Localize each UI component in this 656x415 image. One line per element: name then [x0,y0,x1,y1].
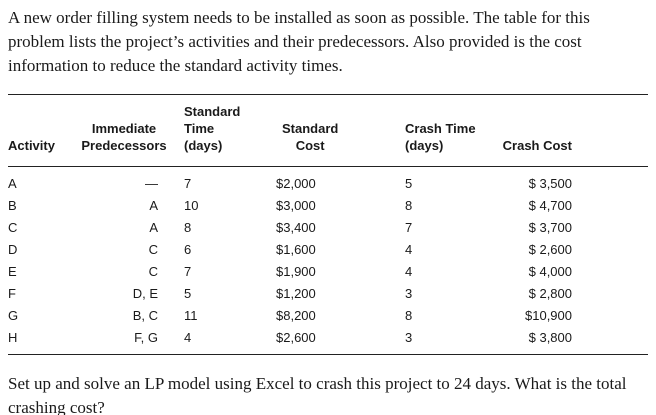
cell-crash-time: 7 [405,220,413,235]
cell-standard-time: 11 [184,308,198,323]
cell-standard-cost: $8,200 [276,308,316,323]
cell-crash-cost: $ 2,800 [528,286,572,301]
cell-crash-time: 5 [405,176,413,191]
cell-crash-cost: $ 2,600 [528,242,572,257]
table-row: F D, E 5 $1,200 3 $ 2,800 [8,283,648,305]
col-header-activity-label: Activity [8,138,55,153]
table-header-row: Activity Immediate Predecessors Standard… [8,95,648,167]
cell-activity: A [8,176,17,191]
cell-crash-cost: $ 3,800 [528,330,572,345]
cell-predecessors: — [145,176,158,191]
cell-activity: F [8,286,16,301]
table-row: C A 8 $3,400 7 $ 3,700 [8,217,648,239]
cell-crash-time: 4 [405,264,413,279]
col-header-crash-time-line1: Crash Time [405,121,476,136]
cell-activity: E [8,264,17,279]
table-row: B A 10 $3,000 8 $ 4,700 [8,195,648,217]
cell-standard-time: 6 [184,242,192,257]
activity-table: Activity Immediate Predecessors Standard… [8,94,648,355]
cell-crash-cost: $ 3,500 [528,176,572,191]
cell-activity: H [8,330,18,345]
cell-activity: B [8,198,17,213]
col-header-predecessors-line2: Predecessors [81,138,167,153]
table-row: E C 7 $1,900 4 $ 4,000 [8,261,648,283]
cell-standard-time: 7 [184,176,192,191]
col-header-standard-time: Standard Time (days) [168,103,268,154]
col-header-standard-cost-group: Standard Cost [282,120,338,154]
col-header-activity: Activity [8,137,80,154]
cell-predecessors: C [148,242,158,257]
cell-standard-cost: $1,200 [276,286,316,301]
cell-standard-time: 7 [184,264,192,279]
cell-standard-cost: $1,900 [276,264,316,279]
cell-standard-cost: $1,600 [276,242,316,257]
cell-crash-time: 4 [405,242,413,257]
col-header-standard-time-line1: Standard Time [184,104,241,136]
cell-predecessors: B, C [132,308,158,323]
cell-standard-cost: $3,400 [276,220,316,235]
cell-standard-cost: $2,000 [276,176,316,191]
col-header-crash-cost: Crash Cost [498,137,584,154]
cell-predecessors: C [148,264,158,279]
cell-predecessors: F, G [134,330,158,345]
col-header-predecessors-line1: Immediate [91,121,157,136]
col-header-crash-cost-label: Crash Cost [502,138,572,153]
cell-predecessors: A [149,220,158,235]
cell-activity: C [8,220,18,235]
cell-crash-time: 8 [405,308,413,323]
cell-activity: G [8,308,19,323]
cell-crash-cost: $ 4,700 [528,198,572,213]
col-header-standard-cost-line1: Standard [282,121,339,136]
cell-standard-cost: $2,600 [276,330,316,345]
cell-standard-time: 10 [184,198,199,213]
col-header-standard-cost-line2: Cost [295,138,325,153]
cell-predecessors: A [149,198,158,213]
cell-standard-time: 8 [184,220,192,235]
cell-crash-time: 8 [405,198,413,213]
cell-crash-time: 3 [405,330,413,345]
table-row: D C 6 $1,600 4 $ 2,600 [8,239,648,261]
table-body: A — 7 $2,000 5 $ 3,500 B A 10 $3,000 8 $… [8,167,648,354]
col-header-predecessors: Immediate Predecessors [80,120,168,154]
col-header-crash-time: Crash Time (days) [388,120,498,154]
cell-crash-cost: $ 4,000 [528,264,572,279]
table-row: A — 7 $2,000 5 $ 3,500 [8,173,648,195]
col-header-crash-time-line2: (days) [405,138,444,153]
cell-standard-time: 4 [184,330,192,345]
cell-crash-cost: $10,900 [525,308,572,323]
cell-crash-cost: $ 3,700 [528,220,572,235]
cell-standard-cost: $3,000 [276,198,316,213]
question-paragraph: Set up and solve an LP model using Excel… [8,374,627,415]
intro-paragraph: A new order filling system needs to be i… [8,8,590,75]
col-header-standard-time-line2: (days) [184,138,223,153]
cell-crash-time: 3 [405,286,413,301]
cell-activity: D [8,242,18,257]
col-header-standard-cost: Standard Cost [268,120,388,154]
cell-standard-time: 5 [184,286,192,301]
cell-predecessors: D, E [132,286,158,301]
table-row: G B, C 11 $8,200 8 $10,900 [8,305,648,327]
table-row: H F, G 4 $2,600 3 $ 3,800 [8,327,648,349]
